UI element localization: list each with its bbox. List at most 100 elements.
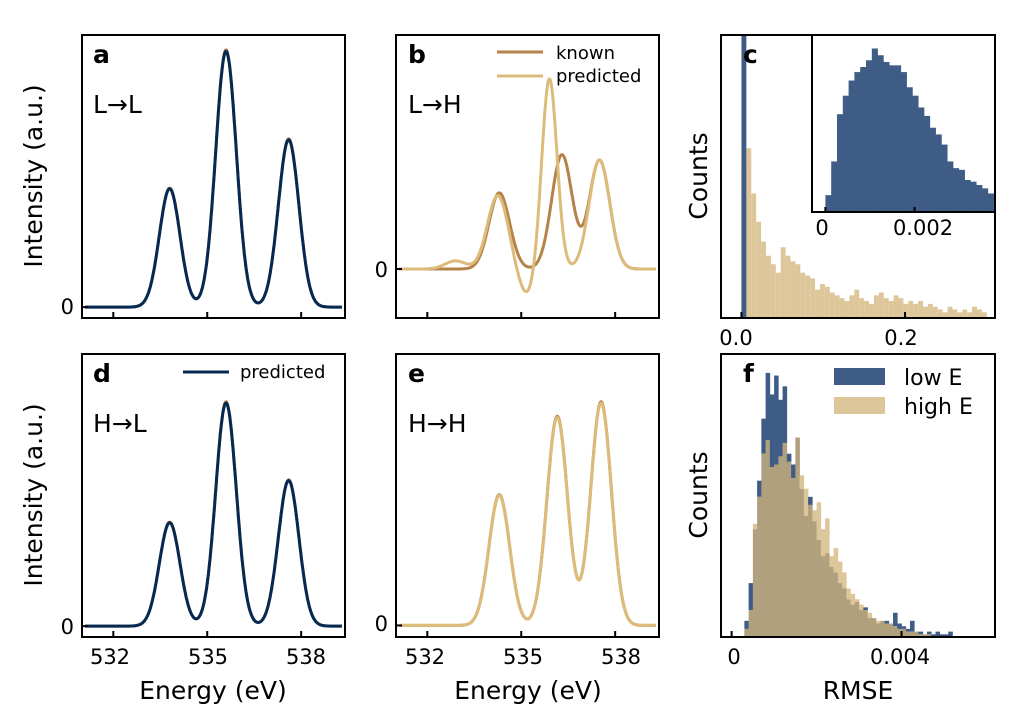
panel-f-bar-high-e-13 — [799, 475, 805, 489]
panel-c-bar-high-e-39 — [932, 306, 938, 318]
panel-b-label: b — [408, 40, 426, 69]
inset-bar-4 — [848, 80, 855, 212]
panel-f-bar-overlap-24 — [846, 599, 851, 637]
panel-f-bar-overlap-36 — [897, 628, 902, 637]
inset-bar-11 — [889, 65, 896, 212]
panel-f-bar-overlap-3 — [757, 496, 762, 637]
panel-e-xtick-label-0: 532 — [405, 645, 445, 669]
panel-c-bar-high-e-27 — [873, 295, 879, 318]
inset-bar-13 — [900, 72, 907, 212]
panel-f-bar-overlap-23 — [842, 588, 847, 637]
panel-c-bar-high-e-25 — [864, 301, 870, 318]
inset-bar-19 — [935, 134, 942, 212]
panel-f-legend-swatch-low-e — [834, 368, 885, 385]
panel-f-bar-high-e-23 — [842, 572, 847, 589]
panel-c-bar-high-e-45 — [962, 309, 968, 318]
panel-f-bar-high-e-17 — [816, 502, 822, 540]
panel-a-frame — [81, 34, 346, 319]
panel-f-bar-high-e-31 — [876, 620, 881, 624]
panel-f-bar-overlap-40 — [914, 631, 919, 637]
inset-bar-12 — [895, 65, 902, 212]
panel-c-bar-high-e-48 — [977, 309, 982, 318]
panel-f-bar-low-e-0 — [744, 620, 749, 629]
inset-xtick-label-1: 0.002 — [893, 216, 953, 240]
panel-f-bar-low-e-44 — [931, 634, 936, 637]
panel-c-bar-high-e-36 — [918, 301, 924, 318]
panel-d-xtick-label-0: 532 — [90, 645, 130, 669]
panel-f-bar-overlap-9 — [782, 442, 788, 637]
inset-bar-9 — [877, 55, 884, 212]
panel-c-bar-high-e-9 — [785, 255, 791, 318]
panel-f-bar-overlap-25 — [850, 604, 856, 637]
panel-f-frame — [720, 353, 996, 638]
panel-c-bar-high-e-15 — [815, 289, 820, 318]
inset-xtick-label-0: 0 — [815, 216, 828, 240]
panel-f-bar-overlap-37 — [901, 628, 907, 637]
panel-e-label: e — [408, 359, 425, 388]
panel-c-label: c — [743, 40, 758, 69]
panel-c-bar-high-e-49 — [981, 312, 987, 318]
panel-d-xtick-label-1: 535 — [188, 645, 228, 669]
panel-c-bar-high-e-6 — [770, 264, 776, 318]
panel-c-bar-high-e-2 — [751, 193, 757, 318]
panel-f-bar-high-e-16 — [812, 510, 817, 522]
panel-f-bar-overlap-33 — [884, 623, 890, 637]
panel-c-bar-high-e-35 — [913, 303, 919, 318]
panel-c-bar-high-e-17 — [824, 286, 830, 318]
panel-f-bar-overlap-34 — [888, 623, 894, 637]
panel-f-bar-high-e-25 — [850, 593, 856, 605]
panel-f-bar-overlap-21 — [833, 572, 839, 637]
panel-e-condition: H→H — [408, 409, 467, 438]
panel-e-ytick-label: 0 — [375, 612, 388, 636]
panel-f-bar-low-e-48 — [948, 631, 953, 637]
panel-f-bar-low-e-35 — [893, 612, 898, 627]
panel-f-bar-overlap-22 — [837, 583, 843, 637]
panel-f-bar-overlap-17 — [816, 539, 822, 637]
panel-a-ytick-label: 0 — [61, 295, 74, 319]
panel-f-bar-low-e-46 — [939, 634, 945, 637]
panel-c-bar-high-e-42 — [947, 306, 953, 318]
panel-c-bar-high-e-44 — [957, 312, 963, 318]
panel-e-xtick-label-1: 535 — [503, 645, 543, 669]
panel-f-bar-high-e-18 — [820, 529, 826, 557]
panel-f-bar-overlap-30 — [871, 618, 877, 637]
inset-frame — [811, 34, 996, 213]
panel-f-bar-low-e-36 — [897, 623, 902, 629]
panel-f-bar-low-e-11 — [791, 464, 796, 478]
panel-c-bar-high-e-13 — [805, 275, 811, 318]
panel-b-series-known — [398, 153, 657, 271]
panel-f-bar-low-e-9 — [782, 386, 788, 443]
inset-bar-17 — [924, 115, 931, 212]
panel-f-bar-low-e-38 — [905, 628, 911, 632]
panel-f-bar-high-e-22 — [837, 561, 843, 584]
panel-c-bar-high-e-46 — [967, 312, 973, 318]
panel-f-ylabel: Counts — [684, 451, 713, 538]
panel-c-bar-high-e-1 — [746, 148, 752, 318]
panel-c-bar-high-e-21 — [844, 301, 850, 318]
panel-a-series-predicted — [84, 49, 343, 309]
panel-c-bar-high-e-41 — [942, 312, 948, 318]
panel-c-bar-high-e-7 — [775, 272, 781, 318]
panel-b-series-predicted — [398, 77, 657, 294]
panel-f-bar-overlap-31 — [876, 623, 881, 637]
panel-c-bar-high-e-33 — [903, 303, 909, 318]
panel-e-xlabel: Energy (eV) — [454, 676, 601, 705]
panel-c-bar-high-e-34 — [908, 301, 914, 318]
panel-f-bar-overlap-4 — [761, 453, 766, 637]
panel-f-bar-low-e-8 — [778, 399, 783, 457]
panel-f-bar-overlap-27 — [859, 610, 864, 637]
panel-f-bar-overlap-41 — [918, 634, 924, 637]
panel-c-bar-high-e-14 — [810, 278, 816, 318]
panel-f-bar-low-e-4 — [761, 418, 766, 454]
panel-c-bar-high-e-29 — [883, 298, 889, 318]
inset-bar-16 — [918, 107, 925, 212]
panel-f-bar-overlap-35 — [893, 626, 898, 637]
panel-f-bar-overlap-42 — [922, 634, 928, 637]
panel-f-bar-high-e-29 — [867, 612, 873, 619]
panel-f-bar-overlap-5 — [765, 440, 771, 637]
inset-bar-2 — [836, 114, 844, 212]
inset-bar-25 — [970, 181, 977, 212]
panel-f-bar-overlap-15 — [808, 504, 813, 637]
panel-c-xtick-label-1: 0.2 — [884, 326, 917, 350]
inset-bar-3 — [842, 95, 849, 212]
